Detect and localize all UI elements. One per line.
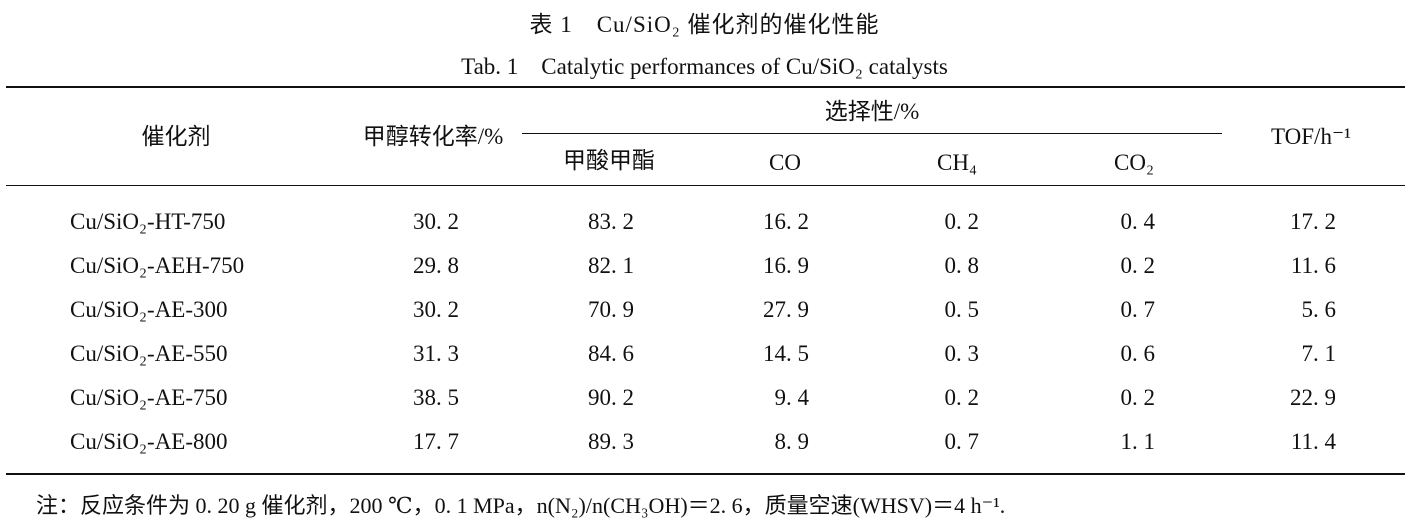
- cell-catalyst: Cu/SiO₂-AEH-750: [70, 253, 245, 278]
- cell-ch4: 0. 2: [944, 385, 980, 410]
- cell-catalyst: Cu/SiO₂-HT-750: [70, 209, 226, 234]
- header-ch4: CH₄: [937, 150, 977, 175]
- header-selectivity-group: 选择性/%: [824, 99, 920, 124]
- cell-tof: 11. 6: [1290, 253, 1336, 278]
- cell-tof: 11. 4: [1290, 429, 1336, 454]
- cell-mf: 70. 9: [588, 297, 634, 322]
- header-tof: TOF/h⁻¹: [1271, 124, 1351, 149]
- cell-conversion: 31. 3: [413, 341, 459, 366]
- table-title-chinese: 表 1 Cu/SiO₂ 催化剂的催化性能: [529, 12, 880, 37]
- cell-tof: 5. 6: [1301, 297, 1337, 322]
- cell-co: 16. 2: [763, 209, 809, 234]
- cell-co2: 0. 2: [1120, 253, 1156, 278]
- cell-catalyst: Cu/SiO₂-AE-750: [70, 385, 228, 410]
- table-footnote: 注：反应条件为 0. 20 g 催化剂，200 ℃，0. 1 MPa，n(N₂)…: [36, 493, 1006, 518]
- cell-conversion: 30. 2: [413, 209, 459, 234]
- header-methyl-formate: 甲酸甲酯: [563, 148, 655, 173]
- cell-conversion: 30. 2: [413, 297, 459, 322]
- cell-catalyst: Cu/SiO₂-AE-800: [70, 429, 228, 454]
- cell-co: 8. 9: [774, 429, 810, 454]
- cell-co2: 0. 2: [1120, 385, 1156, 410]
- header-methanol-conversion: 甲醇转化率/%: [362, 124, 504, 149]
- bottom-rule: [6, 473, 1405, 475]
- cell-conversion: 29. 8: [413, 253, 459, 278]
- cell-ch4: 0. 8: [944, 253, 980, 278]
- cell-co2: 0. 7: [1120, 297, 1156, 322]
- top-rule: [6, 86, 1405, 88]
- cell-ch4: 0. 5: [944, 297, 980, 322]
- cell-mf: 83. 2: [588, 209, 634, 234]
- selectivity-group-rule: [522, 133, 1222, 134]
- header-co: CO: [769, 150, 801, 175]
- cell-catalyst: Cu/SiO₂-AE-550: [70, 341, 228, 366]
- header-co2: CO₂: [1114, 150, 1154, 175]
- table-title-english: Tab. 1 Catalytic performances of Cu/SiO₂…: [461, 54, 948, 79]
- cell-co2: 1. 1: [1120, 429, 1156, 454]
- cell-co2: 0. 6: [1120, 341, 1156, 366]
- cell-co: 16. 9: [763, 253, 809, 278]
- cell-co: 27. 9: [763, 297, 809, 322]
- cell-co: 9. 4: [774, 385, 810, 410]
- cell-co2: 0. 4: [1120, 209, 1156, 234]
- cell-mf: 89. 3: [588, 429, 634, 454]
- cell-mf: 84. 6: [588, 341, 634, 366]
- cell-tof: 17. 2: [1290, 209, 1336, 234]
- cell-ch4: 0. 3: [944, 341, 980, 366]
- cell-tof: 22. 9: [1290, 385, 1336, 410]
- cell-catalyst: Cu/SiO₂-AE-300: [70, 297, 228, 322]
- cell-ch4: 0. 2: [944, 209, 980, 234]
- cell-tof: 7. 1: [1301, 341, 1337, 366]
- cell-mf: 82. 1: [588, 253, 634, 278]
- cell-co: 14. 5: [763, 341, 809, 366]
- header-rule: [6, 185, 1405, 186]
- cell-ch4: 0. 7: [944, 429, 980, 454]
- header-catalyst: 催化剂: [141, 124, 211, 149]
- cell-conversion: 17. 7: [413, 429, 459, 454]
- cell-conversion: 38. 5: [413, 385, 459, 410]
- cell-mf: 90. 2: [588, 385, 634, 410]
